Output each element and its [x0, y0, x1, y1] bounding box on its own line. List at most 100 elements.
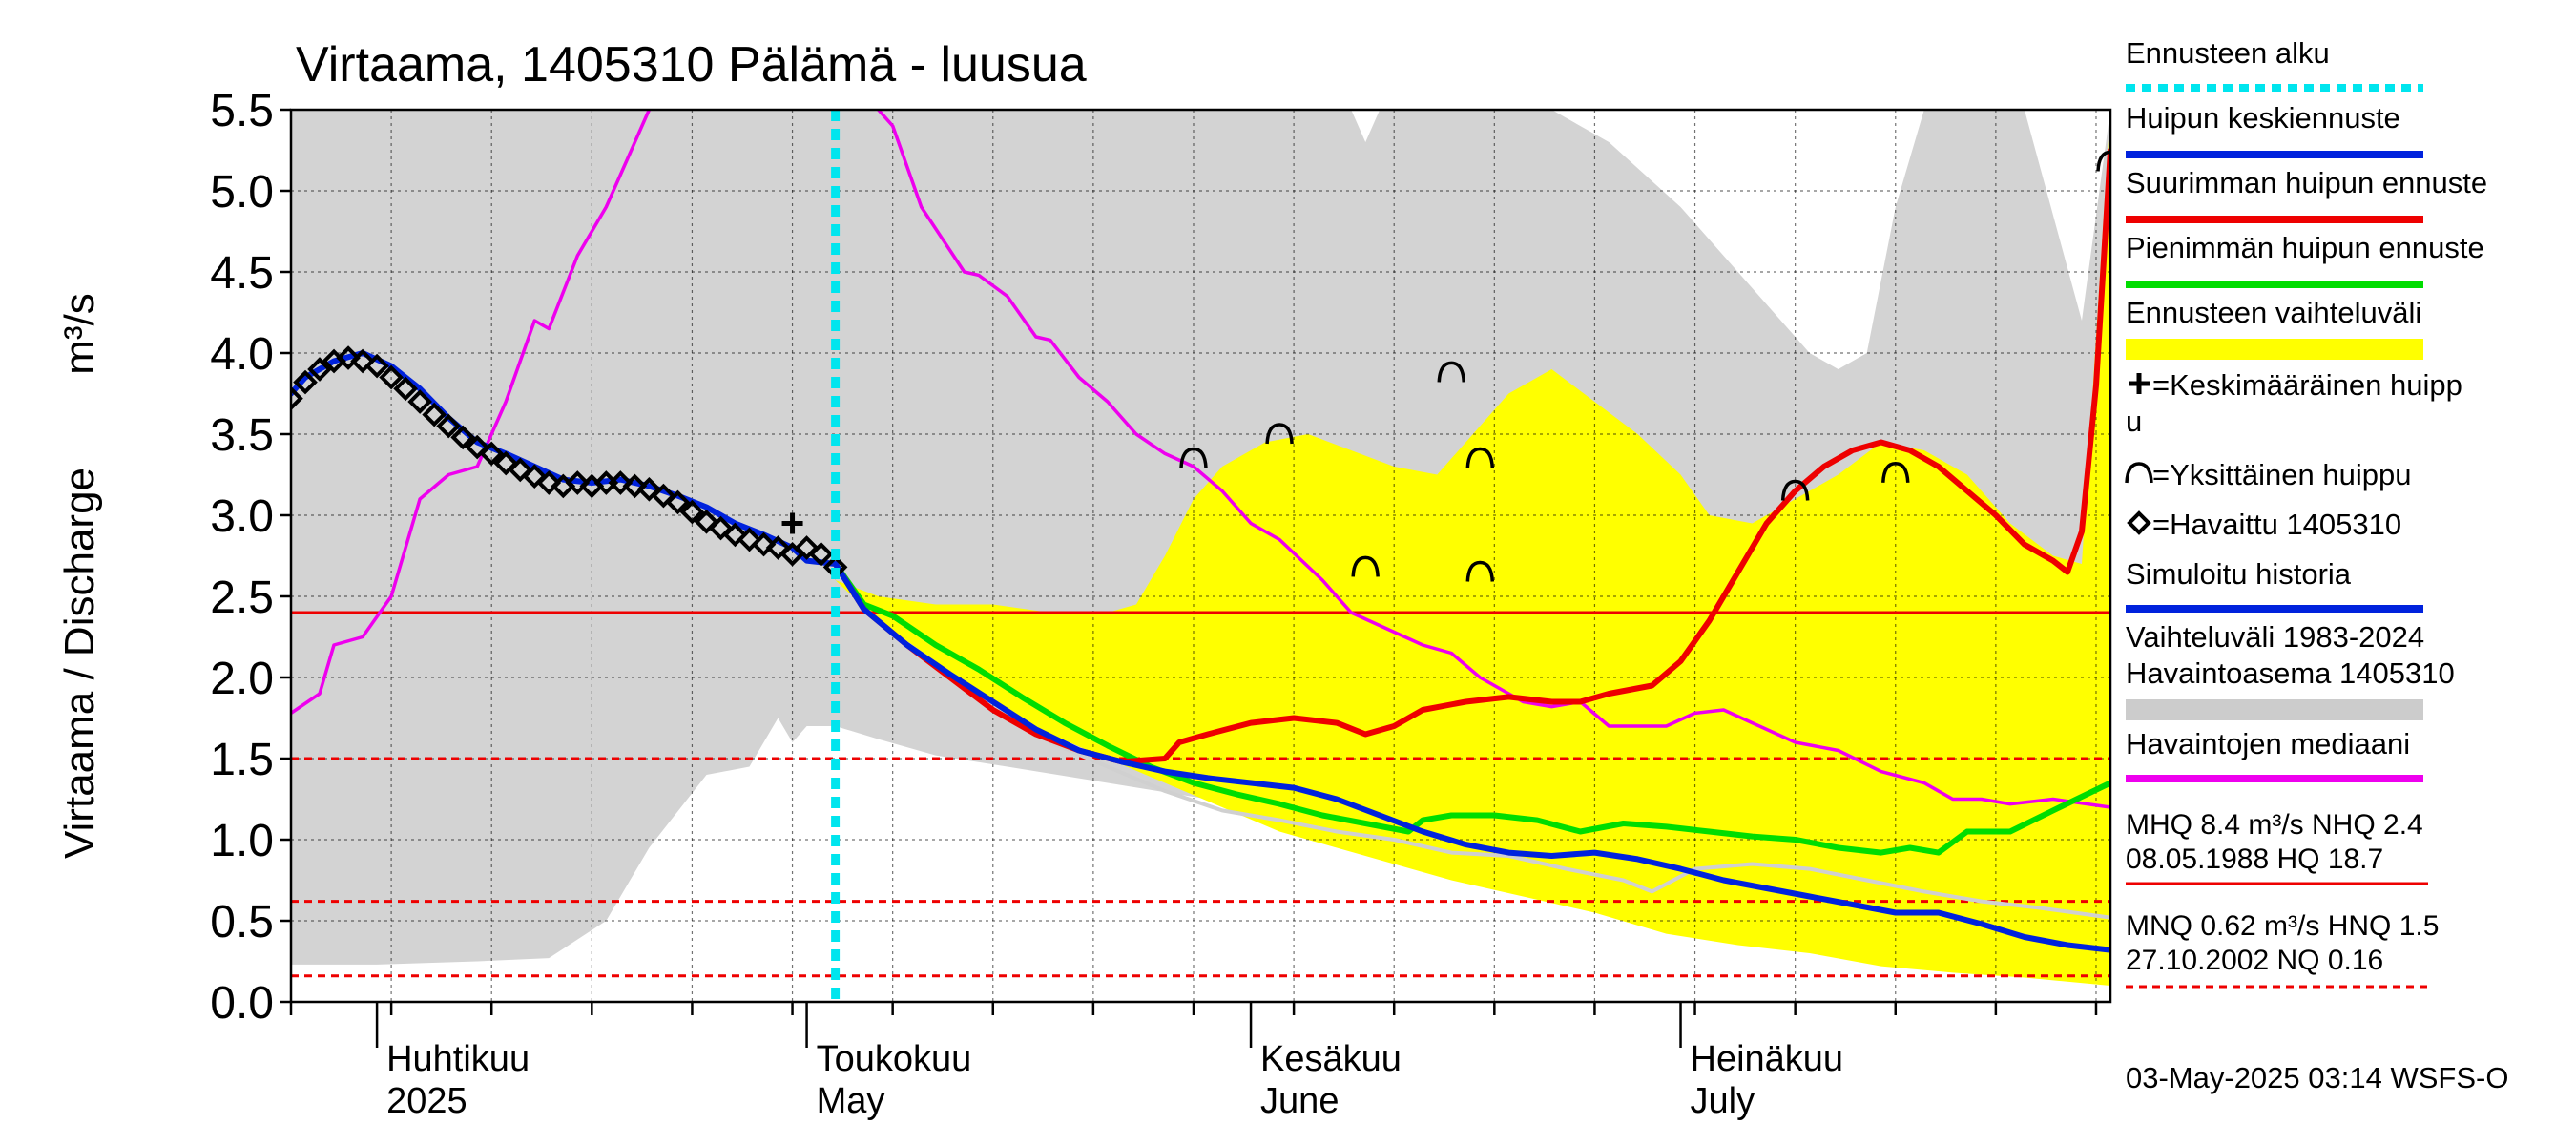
series-line [291, 110, 652, 716]
observed-point [393, 376, 418, 402]
single-peak-marker [1437, 361, 1466, 383]
y-tick-label: 0.5 [210, 897, 274, 947]
x-month-sublabel: July [1691, 1081, 1755, 1121]
legend-label: Havaintojen mediaani [2126, 727, 2410, 760]
y-tick-label: 3.5 [210, 410, 274, 461]
observed-point [493, 450, 519, 476]
y-axis-unit: m³/s [56, 293, 103, 375]
stats-line-2: 08.05.1988 HQ 18.7 [2126, 843, 2383, 875]
observed-point [765, 535, 791, 560]
plot-area [291, 110, 2110, 1002]
observed-point [364, 353, 389, 379]
y-tick-label: 2.5 [210, 572, 274, 623]
observed-point [737, 527, 762, 552]
observed-point [508, 457, 533, 483]
observed-point [679, 499, 705, 525]
observed-point [751, 531, 777, 557]
observed-point [608, 470, 634, 495]
x-month-sublabel: 2025 [386, 1081, 467, 1121]
observed-point [622, 473, 648, 499]
observed-point [651, 483, 676, 509]
single-peak-marker [1351, 555, 1380, 577]
x-month-label: Heinäkuu [1691, 1039, 1844, 1079]
plot-frame [289, 108, 2112, 1004]
observed-point [291, 385, 303, 411]
y-tick-label: 1.0 [210, 816, 274, 866]
observed-point [450, 425, 476, 450]
y-tick-label: 3.0 [210, 491, 274, 542]
legend-marker-diamond [2127, 510, 2151, 535]
observed-point [307, 357, 332, 382]
observed-point [565, 470, 591, 495]
legend-label: Simuloitu historia [2126, 557, 2352, 591]
observed-point [722, 522, 748, 548]
series-line [832, 561, 2110, 953]
observed-point [350, 348, 375, 374]
observed-point [794, 535, 820, 560]
legend-label-continued: u [2126, 405, 2142, 438]
legend-label: Huipun keskiennuste [2126, 101, 2400, 135]
legend: Ennusteen alku Huipun keskiennuste Suurimm… [2125, 36, 2487, 782]
legend-swatch-band [2126, 699, 2423, 720]
y-tick-label: 0.0 [210, 978, 274, 1029]
legend-label: =Keskimääräinen huipp [2152, 368, 2462, 402]
observed-point [522, 464, 548, 489]
legend-label-continued: Havaintoasema 1405310 [2126, 656, 2455, 690]
observed-point [665, 489, 691, 515]
observed-point [708, 515, 734, 541]
observed-point [293, 369, 318, 395]
stats-line-1: MHQ 8.4 m³/s NHQ 2.4 [2126, 809, 2423, 841]
observed-point [465, 434, 490, 460]
legend-marker-arc [2125, 462, 2153, 484]
series-line [291, 350, 839, 567]
y-tick-label: 5.0 [210, 167, 274, 218]
legend-label: Pienimmän huipun ennuste [2126, 231, 2484, 264]
series-line [876, 110, 2110, 809]
observed-point [379, 364, 404, 390]
legend-label: =Yksittäinen huippu [2152, 458, 2411, 491]
observed-point [436, 413, 462, 439]
x-month-sublabel: May [817, 1081, 885, 1121]
y-tick-label: 4.5 [210, 248, 274, 299]
chart-title: Virtaama, 1405310 Pälämä - luusua [296, 37, 1087, 93]
x-month-label: Toukokuu [817, 1039, 972, 1079]
y-tick-label: 2.0 [210, 654, 274, 704]
single-peak-marker [1179, 447, 1208, 468]
legend-swatch-band [2126, 339, 2423, 360]
y-tick-label: 4.0 [210, 329, 274, 380]
legend-label: Suurimman huipun ennuste [2126, 166, 2487, 199]
statistics-panel: MHQ 8.4 m³/s NHQ 2.4 08.05.1988 HQ 18.7 … [2126, 809, 2439, 989]
y-axis-label: Virtaama / Discharge [56, 468, 103, 859]
observed-point [536, 470, 562, 495]
plot-content [291, 110, 2110, 1002]
single-peak-marker [1780, 479, 1810, 501]
footer-timestamp: 03-May-2025 03:14 WSFS-O [2126, 1061, 2508, 1094]
legend-label: Ennusteen vaihteluväli [2126, 296, 2421, 329]
single-peak-marker [1465, 560, 1495, 582]
legend-label: =Havaittu 1405310 [2152, 508, 2401, 541]
y-tick-label: 5.5 [210, 86, 274, 136]
y-tick-label: 1.5 [210, 735, 274, 785]
single-peak-marker [1881, 462, 1910, 483]
series-line [1048, 740, 2110, 920]
observed-point [636, 476, 662, 502]
observed-point [422, 402, 447, 427]
observed-point [808, 541, 834, 567]
observed-point [336, 345, 361, 370]
legend-marker-plus [2129, 373, 2150, 394]
x-month-label: Kesäkuu [1260, 1039, 1402, 1079]
legend-label: Ennusteen alku [2126, 36, 2330, 70]
x-month-sublabel: June [1260, 1081, 1339, 1121]
legend-label: Vaihteluväli 1983-2024 [2126, 620, 2424, 654]
stats-line-3: MNQ 0.62 m³/s HNQ 1.5 [2126, 910, 2439, 942]
observed-point [479, 441, 505, 467]
observed-point [694, 509, 719, 534]
single-peak-marker [2096, 150, 2110, 172]
observed-point [407, 389, 432, 414]
x-month-label: Huhtikuu [386, 1039, 530, 1079]
axes: 0.0 0.5 1.0 1.5 2.0 2.5 3.0 3.5 4.0 4.5 5.0 5.5 Huht… [210, 86, 2112, 1121]
single-peak-marker [1465, 447, 1495, 468]
series-line [832, 561, 2110, 856]
single-peak-marker [1265, 423, 1294, 445]
